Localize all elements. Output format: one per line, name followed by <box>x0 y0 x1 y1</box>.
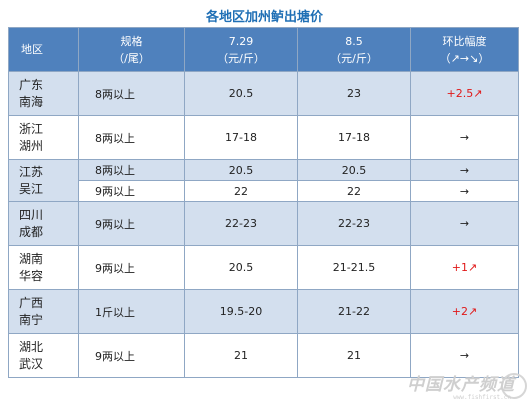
spec-cell: 9两以上 <box>78 333 185 378</box>
table-row: 9两以上 22 22 → <box>9 180 519 202</box>
price-cell-1: 19.5-20 <box>184 289 298 334</box>
price-cell-1: 22 <box>184 180 298 202</box>
spec-cell: 8两以上 <box>78 115 185 160</box>
region-cell: 四川 成都 <box>8 201 79 246</box>
table-row: 四川 成都 9两以上 22-23 22-23 → <box>8 201 519 246</box>
price-cell-2: 17-18 <box>297 115 411 160</box>
header-date-1: 7.29 （元/斤） <box>184 27 298 72</box>
spec-cell: 1斤以上 <box>78 289 185 334</box>
header-row: 地区 规格 （/尾） 7.29 （元/斤） 8.5 （元/斤） 环比幅度 （↗→↘） <box>8 27 519 72</box>
change-cell: → <box>410 201 519 246</box>
page-title: 各地区加州鲈出塘价 <box>205 10 323 25</box>
change-cell: +2↗ <box>410 289 519 334</box>
watermark: 中国水产频道 <box>407 375 515 395</box>
header-spec: 规格 （/尾） <box>78 27 185 72</box>
region-cell: 湖南 华容 <box>8 245 79 290</box>
price-table: 地区 规格 （/尾） 7.29 （元/斤） 8.5 （元/斤） 环比幅度 （↗→↘） 广… <box>8 27 519 378</box>
table-row: 广西 南宁 1斤以上 19.5-20 21-22 +2↗ <box>8 289 519 334</box>
price-cell-1: 21 <box>184 333 298 378</box>
price-cell-2: 23 <box>297 71 411 116</box>
change-cell: → <box>410 333 519 378</box>
spec-cell: 8两以上 <box>78 159 185 181</box>
spec-cell: 9两以上 <box>78 180 185 202</box>
change-cell: → <box>410 159 519 181</box>
price-cell-2: 21-21.5 <box>297 245 411 290</box>
region-cell: 湖北 武汉 <box>8 333 79 378</box>
region-cell: 广西 南宁 <box>8 289 79 334</box>
header-date-2: 8.5 （元/斤） <box>297 27 411 72</box>
table-row: 湖南 华容 9两以上 20.5 21-21.5 +1↗ <box>8 245 519 290</box>
header-change: 环比幅度 （↗→↘） <box>410 27 519 72</box>
price-cell-1: 17-18 <box>184 115 298 160</box>
change-cell: → <box>410 180 519 202</box>
price-cell-1: 20.5 <box>184 71 298 116</box>
watermark-logo-icon <box>501 373 527 399</box>
spec-cell: 9两以上 <box>78 245 185 290</box>
change-cell: +2.5↗ <box>410 71 519 116</box>
spec-cell: 9两以上 <box>78 201 185 246</box>
change-cell: +1↗ <box>410 245 519 290</box>
table-row: 湖北 武汉 9两以上 21 21 → <box>8 333 519 378</box>
price-cell-1: 22-23 <box>184 201 298 246</box>
price-cell-2: 21 <box>297 333 411 378</box>
table-row: 江苏 吴江 8两以上 20.5 20.5 → <box>8 159 519 202</box>
price-cell-2: 20.5 <box>297 159 411 181</box>
region-cell: 浙江 湖州 <box>8 115 79 160</box>
region-cell: 江苏 吴江 <box>8 159 79 202</box>
price-cell-2: 22-23 <box>297 201 411 246</box>
table-row: 浙江 湖州 8两以上 17-18 17-18 → <box>8 115 519 160</box>
price-cell-1: 20.5 <box>184 159 298 181</box>
price-cell-2: 21-22 <box>297 289 411 334</box>
price-cell-1: 20.5 <box>184 245 298 290</box>
watermark-url: www.fishfirst.cn <box>453 394 511 401</box>
price-cell-2: 22 <box>297 180 411 202</box>
region-cell: 广东 南海 <box>8 71 79 116</box>
spec-cell: 8两以上 <box>78 71 185 116</box>
header-region: 地区 <box>8 27 79 72</box>
change-cell: → <box>410 115 519 160</box>
table-row: 广东 南海 8两以上 20.5 23 +2.5↗ <box>8 71 519 116</box>
